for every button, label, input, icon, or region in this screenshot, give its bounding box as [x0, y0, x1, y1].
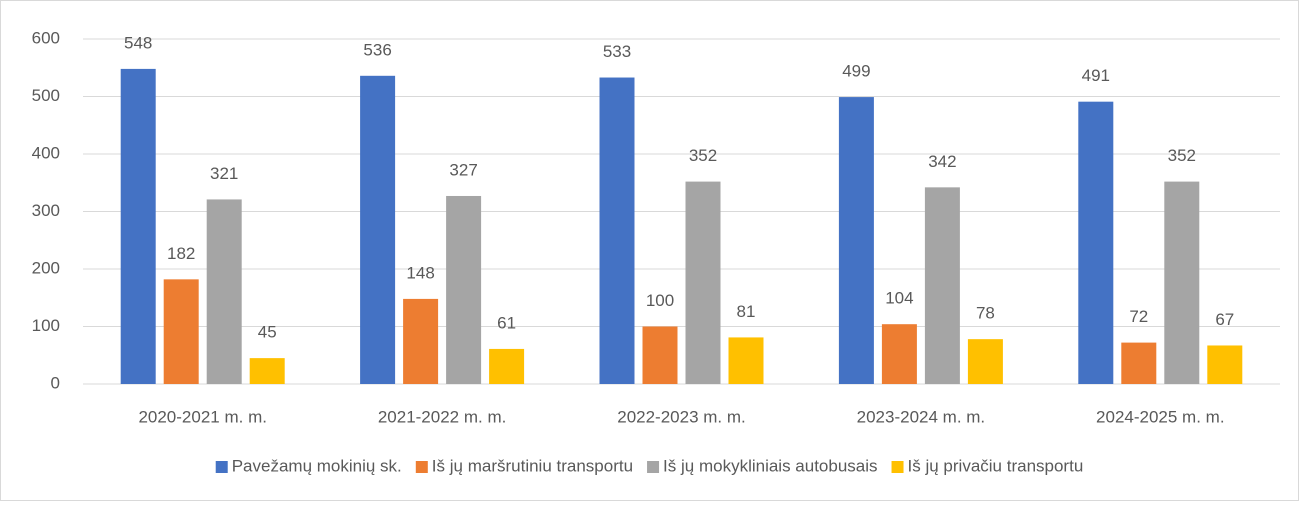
- bar: [489, 348, 525, 384]
- data-label: 533: [603, 42, 631, 61]
- data-label: 548: [124, 33, 152, 52]
- bar: [249, 358, 285, 384]
- data-label: 342: [928, 152, 956, 171]
- bar: [403, 298, 439, 384]
- x-tick-label: 2022-2023 m. m.: [617, 407, 746, 426]
- legend-label: Iš jų privačiu transportu: [908, 456, 1084, 475]
- x-tick-label: 2023-2024 m. m.: [857, 407, 986, 426]
- data-label: 100: [646, 291, 674, 310]
- data-label: 148: [406, 263, 434, 282]
- legend-label: Pavežamų mokinių sk.: [232, 456, 402, 475]
- bar: [1207, 345, 1243, 384]
- bar: [728, 337, 764, 384]
- x-tick-label: 2021-2022 m. m.: [378, 407, 507, 426]
- data-label: 321: [210, 164, 238, 183]
- bar: [1078, 101, 1114, 385]
- bar: [120, 68, 156, 385]
- y-tick-label: 200: [32, 258, 60, 277]
- bar: [924, 187, 960, 384]
- bar: [163, 279, 199, 384]
- bar: [967, 339, 1003, 384]
- data-label: 81: [737, 302, 756, 321]
- legend-swatch: [415, 461, 428, 473]
- legend-swatch: [891, 461, 904, 473]
- data-label: 182: [167, 244, 195, 263]
- data-label: 78: [976, 304, 995, 323]
- data-label: 67: [1215, 310, 1234, 329]
- y-tick-label: 600: [32, 28, 60, 47]
- bar: [1164, 181, 1200, 384]
- data-label: 499: [842, 62, 870, 81]
- y-tick-label: 400: [32, 143, 60, 162]
- bar: [446, 195, 482, 384]
- bar: [1121, 342, 1157, 384]
- x-tick-label: 2024-2025 m. m.: [1096, 407, 1225, 426]
- y-tick-label: 300: [32, 201, 60, 220]
- data-label: 352: [1168, 146, 1196, 165]
- data-label: 72: [1129, 307, 1148, 326]
- legend-swatch: [647, 461, 660, 473]
- bar: [881, 324, 917, 384]
- data-label: 61: [497, 313, 516, 332]
- bar: [206, 199, 242, 384]
- bar: [360, 75, 396, 385]
- y-tick-label: 0: [51, 373, 60, 392]
- bar: [685, 181, 721, 384]
- data-label: 536: [363, 40, 391, 59]
- x-tick-label: 2020-2021 m. m.: [138, 407, 267, 426]
- y-tick-label: 500: [32, 86, 60, 105]
- legend-swatch: [215, 461, 228, 473]
- y-tick-label: 100: [32, 316, 60, 335]
- legend-label: Iš jų mokykliniais autobusais: [663, 456, 877, 475]
- bar: [838, 97, 874, 384]
- data-label: 45: [258, 323, 277, 342]
- data-label: 352: [689, 146, 717, 165]
- legend-label: Iš jų maršrutiniu transportu: [432, 456, 633, 475]
- data-label: 491: [1082, 66, 1110, 85]
- data-label: 104: [885, 289, 913, 308]
- bar: [599, 77, 635, 385]
- bar: [642, 326, 678, 384]
- data-label: 327: [449, 160, 477, 179]
